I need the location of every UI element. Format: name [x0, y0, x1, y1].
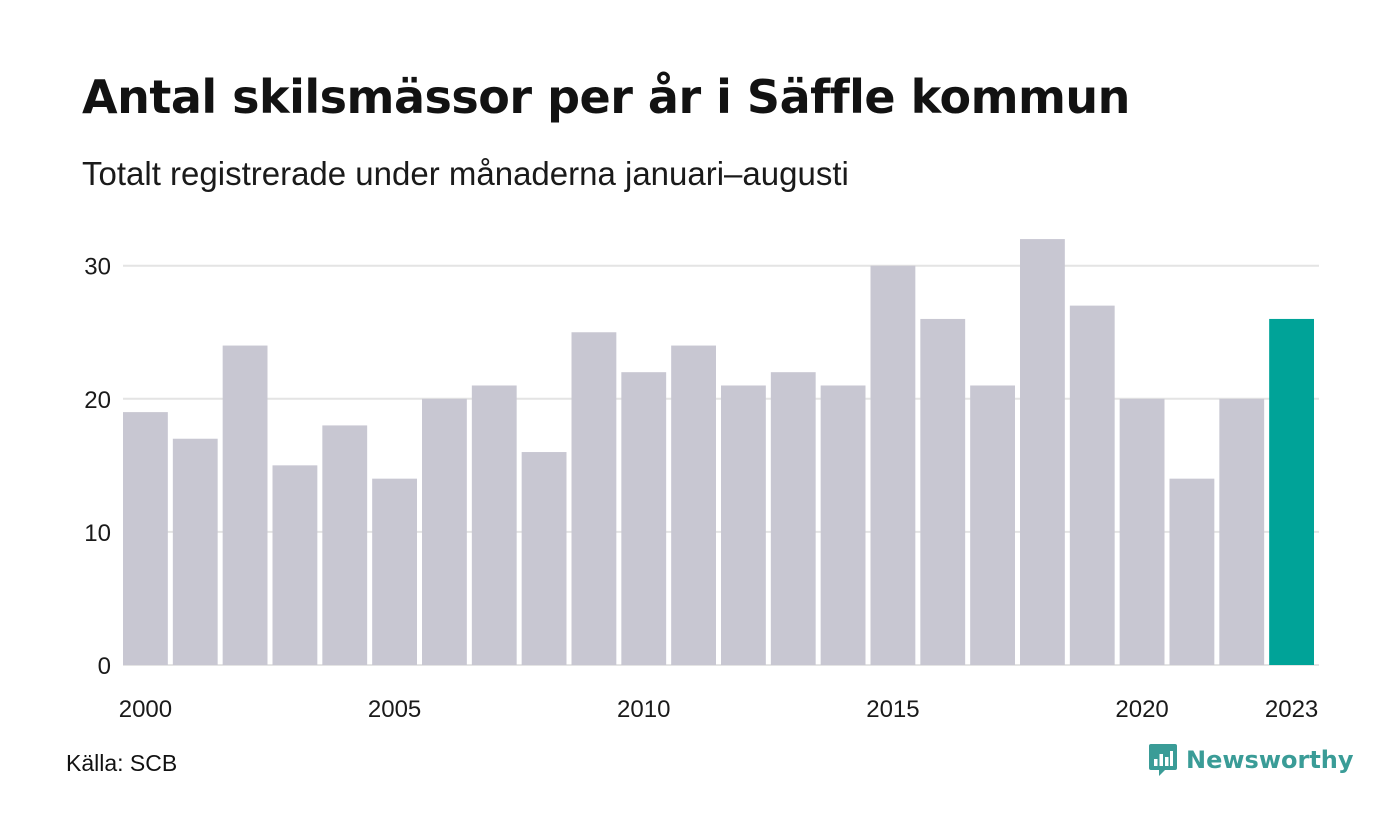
- x-tick-label: 2023: [1265, 696, 1318, 723]
- x-tick-label: 2005: [368, 696, 421, 723]
- bar-2003: [272, 465, 318, 665]
- brand-logo: Newsworthy: [1148, 742, 1354, 778]
- bar-2010: [621, 372, 667, 665]
- x-tick-label: 2015: [866, 696, 919, 723]
- bar-2014: [820, 385, 866, 665]
- bar-2001: [172, 438, 218, 665]
- brand-name: Newsworthy: [1186, 746, 1354, 774]
- bar-2017: [970, 385, 1015, 665]
- bar-2005: [372, 478, 417, 665]
- bar-2019: [1069, 305, 1115, 665]
- x-tick-label: 2020: [1115, 696, 1168, 723]
- x-axis-ticks: 2000 2005 2010 2015 2020 2023: [119, 696, 1319, 723]
- bars: [123, 239, 1314, 665]
- bar-2016: [920, 318, 966, 665]
- bar-2020: [1119, 398, 1165, 665]
- x-tick-label: 2000: [119, 696, 172, 723]
- bar-2002: [222, 345, 268, 665]
- bar-2022: [1219, 398, 1265, 665]
- bar-2011: [671, 345, 716, 665]
- bar-2006: [422, 398, 467, 665]
- bar-2013: [770, 372, 816, 665]
- chart-subtitle: Totalt registrerade under månaderna janu…: [82, 155, 849, 192]
- y-tick-label: 30: [84, 254, 111, 281]
- bar-2018: [1020, 239, 1065, 665]
- y-tick-label: 10: [84, 520, 111, 547]
- bar-2021: [1169, 478, 1215, 665]
- x-tick-label: 2010: [617, 696, 670, 723]
- y-tick-label: 0: [98, 653, 111, 680]
- newsworthy-logo-icon: [1149, 744, 1177, 776]
- bar-2009: [571, 332, 617, 665]
- source-note: Källa: SCB: [66, 750, 178, 776]
- y-tick-label: 20: [84, 387, 111, 414]
- bar-2015: [870, 265, 916, 665]
- y-axis-ticks: 0 10 20 30: [84, 254, 111, 680]
- bar-2007: [471, 385, 517, 665]
- chart-title: Antal skilsmässor per år i Säffle kommun: [82, 70, 1130, 124]
- bar-2008: [521, 452, 567, 665]
- bar-2004: [322, 425, 368, 665]
- bar-2000: [123, 412, 168, 665]
- bar-2012: [721, 385, 766, 665]
- bar-2023: [1269, 318, 1314, 665]
